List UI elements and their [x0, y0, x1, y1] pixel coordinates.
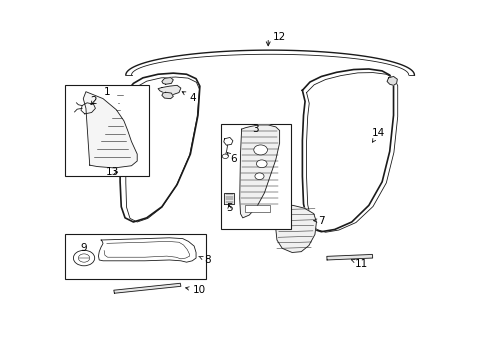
- Polygon shape: [327, 255, 372, 260]
- Circle shape: [254, 145, 268, 155]
- Text: 2: 2: [90, 96, 97, 107]
- Bar: [65, 85, 148, 176]
- Bar: [65, 234, 206, 279]
- Polygon shape: [158, 85, 181, 94]
- Text: 10: 10: [186, 285, 206, 296]
- Bar: [245, 205, 270, 212]
- Circle shape: [256, 160, 267, 168]
- Text: 3: 3: [252, 123, 259, 134]
- Text: 6: 6: [227, 153, 237, 164]
- Circle shape: [74, 250, 95, 266]
- Bar: [220, 123, 291, 229]
- Text: 11: 11: [351, 258, 368, 269]
- Circle shape: [78, 254, 90, 262]
- Circle shape: [255, 173, 264, 180]
- Polygon shape: [114, 283, 181, 293]
- Text: 12: 12: [273, 32, 286, 42]
- Polygon shape: [83, 92, 137, 168]
- Polygon shape: [162, 77, 173, 84]
- Text: 5: 5: [226, 203, 233, 213]
- Text: 4: 4: [182, 92, 196, 103]
- Text: 14: 14: [372, 128, 385, 142]
- Text: 8: 8: [199, 255, 211, 265]
- Polygon shape: [387, 76, 397, 85]
- Polygon shape: [276, 205, 317, 252]
- Polygon shape: [162, 92, 173, 99]
- Polygon shape: [240, 125, 280, 218]
- Text: 9: 9: [81, 243, 87, 253]
- Text: 13: 13: [106, 167, 119, 177]
- Polygon shape: [224, 193, 234, 204]
- Text: 1: 1: [103, 87, 110, 97]
- Text: 7: 7: [314, 216, 325, 226]
- Circle shape: [222, 154, 228, 158]
